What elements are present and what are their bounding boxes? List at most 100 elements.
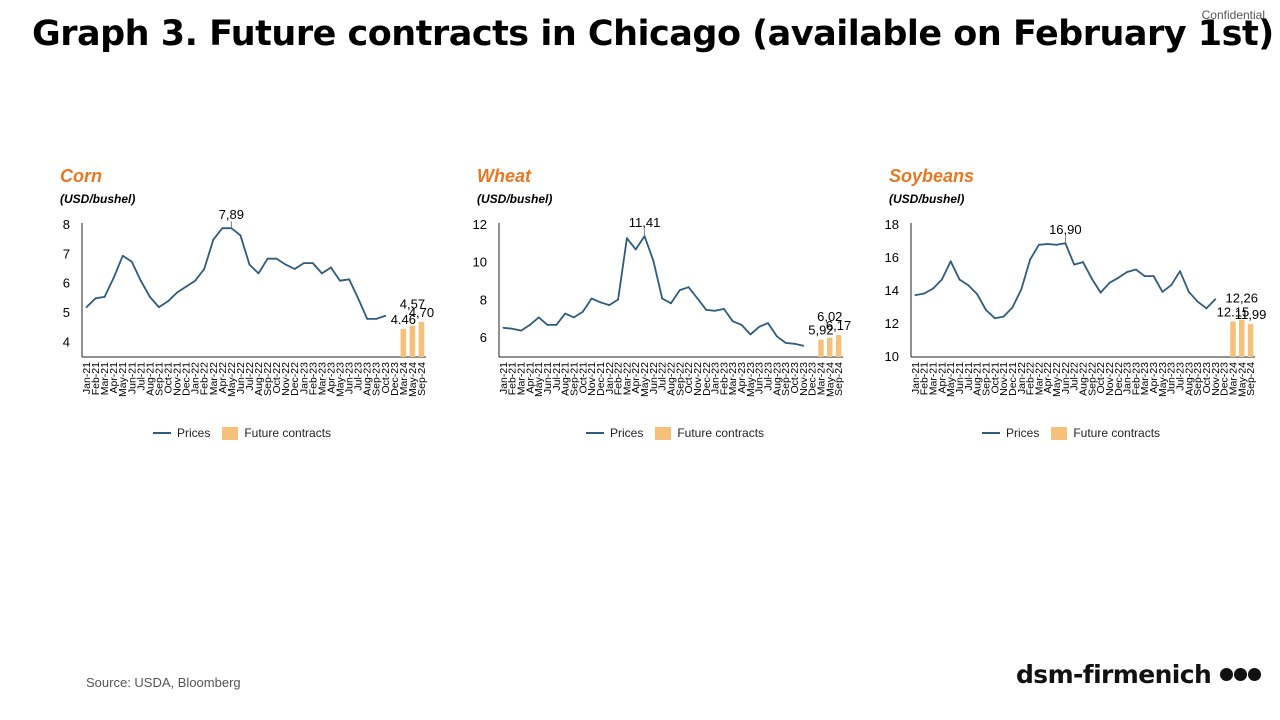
source-note: Source: USDA, Bloomberg — [86, 675, 241, 690]
x-tick-label: Apr-22 — [630, 362, 642, 394]
x-tick-label: Jul-23 — [763, 362, 775, 391]
price-point — [958, 278, 961, 281]
price-point — [158, 306, 160, 309]
x-tick-label: Jul-21 — [551, 362, 563, 391]
x-tick-label: Mar-23 — [727, 362, 739, 395]
x-tick-label: Feb-23 — [307, 362, 319, 395]
x-tick-label: Sep-24 — [416, 362, 428, 396]
price-point — [139, 279, 142, 282]
price-point — [923, 292, 926, 295]
x-tick-label: Dec-23 — [389, 362, 401, 396]
price-point — [581, 310, 584, 313]
x-tick-label: Sep-23 — [780, 362, 792, 396]
price-point — [167, 300, 169, 303]
price-point — [976, 293, 979, 296]
price-point — [185, 285, 188, 288]
price-point — [1029, 258, 1031, 261]
data-label: 16,90 — [1049, 222, 1082, 237]
price-point — [528, 324, 531, 326]
price-point — [914, 294, 917, 297]
x-tick-label: May-24 — [1236, 362, 1248, 397]
price-point — [357, 297, 360, 300]
data-label: 4,70 — [409, 305, 434, 320]
price-point — [1196, 300, 1199, 303]
price-point — [758, 325, 761, 328]
price-point — [967, 284, 970, 287]
x-tick-label: Nov-23 — [1210, 362, 1222, 396]
price-point — [993, 317, 996, 320]
x-tick-label: Jun-21 — [126, 362, 138, 394]
future-contract-bar — [818, 339, 824, 357]
future-contracts-legend-label: Future contracts — [1073, 426, 1161, 440]
x-tick-label: Feb-21 — [507, 362, 519, 395]
x-tick-label: Oct-22 — [683, 362, 695, 394]
future-contract-bar — [827, 337, 833, 357]
y-tick-label: 8 — [480, 292, 487, 307]
price-point — [1073, 263, 1076, 266]
price-point — [652, 259, 655, 262]
x-tick-label: Feb-22 — [613, 362, 625, 395]
chart-panel-soybeans: Soybeans (USD/bushel) 18 16 14 12 10 Jan-21 Fe… — [885, 160, 1279, 450]
price-point — [1082, 261, 1084, 264]
x-tick-label: Mar-21 — [516, 362, 528, 395]
price-point — [1117, 276, 1120, 279]
price-point — [793, 342, 796, 345]
price-point — [94, 297, 97, 300]
x-tick-label: Apr-22 — [1042, 362, 1054, 394]
x-tick-label: Nov-21 — [998, 362, 1010, 396]
x-tick-label: Apr-23 — [736, 362, 748, 394]
x-tick-label: Feb-21 — [919, 362, 931, 395]
data-label: 11,99 — [1235, 307, 1267, 322]
x-tick-label: Jun-22 — [1060, 362, 1072, 394]
x-tick-label: Feb-21 — [90, 362, 102, 395]
price-point — [85, 306, 88, 309]
x-tick-label: Mar-23 — [316, 362, 328, 395]
x-tick-label: May-24 — [407, 362, 419, 397]
x-tick-label: Sep-22 — [1086, 362, 1098, 396]
price-point — [932, 287, 934, 290]
x-tick-label: Dec-22 — [289, 362, 301, 396]
x-tick-label: Sep-21 — [568, 362, 580, 396]
x-tick-label: Mar-24 — [398, 362, 410, 395]
future-contract-bar — [400, 328, 407, 357]
chart-panel-wheat: Wheat (USD/bushel) 12 10 8 6 Jan-21 Feb-21 Mar… — [473, 160, 867, 450]
price-point — [239, 234, 242, 237]
price-point — [670, 302, 672, 305]
x-tick-label: Nov-21 — [172, 362, 184, 396]
x-tick-label: Aug-21 — [560, 362, 572, 396]
x-tick-label: Mar-22 — [208, 362, 220, 395]
x-tick-label: Jan-22 — [1016, 362, 1028, 394]
x-tick-label: Jan-22 — [604, 362, 616, 394]
chart-unit: (USD/bushel) — [60, 192, 136, 206]
y-tick-label: 4 — [63, 334, 70, 349]
price-point — [511, 327, 514, 330]
price-point — [1108, 281, 1111, 284]
x-tick-label: Oct-22 — [1095, 362, 1107, 394]
x-tick-label: Mar-23 — [1139, 362, 1151, 395]
y-tick-label: 14 — [885, 283, 899, 298]
price-point — [546, 324, 549, 326]
price-point — [130, 260, 133, 263]
x-tick-label: Sep-24 — [1245, 362, 1257, 396]
x-tick-label: Aug-22 — [1078, 362, 1090, 396]
x-tick-label: Oct-23 — [380, 362, 392, 394]
price-point — [767, 322, 769, 324]
x-tick-label: May-23 — [1157, 362, 1169, 397]
data-label: 5,92 — [808, 323, 833, 338]
wheat-chart: 121086Jan-21Feb-21Mar-21Apr-21May-21Jun-… — [473, 215, 852, 397]
future-contracts-legend-swatch — [222, 426, 239, 440]
price-point — [121, 254, 124, 257]
price-point — [590, 297, 593, 300]
price-point — [320, 272, 323, 275]
price-point — [348, 278, 350, 281]
chart-legend: Prices Future contracts — [153, 426, 331, 440]
x-tick-label: Jul-21 — [963, 362, 975, 391]
data-label: 6,17 — [826, 318, 851, 333]
x-tick-label: Jun-21 — [954, 362, 966, 394]
price-point — [194, 279, 197, 282]
y-tick-label: 12 — [885, 316, 899, 331]
x-tick-label: Nov-22 — [692, 362, 704, 396]
x-tick-label: Jan-23 — [1122, 362, 1134, 394]
price-point — [1179, 270, 1181, 273]
x-tick-label: Apr-21 — [108, 362, 120, 394]
